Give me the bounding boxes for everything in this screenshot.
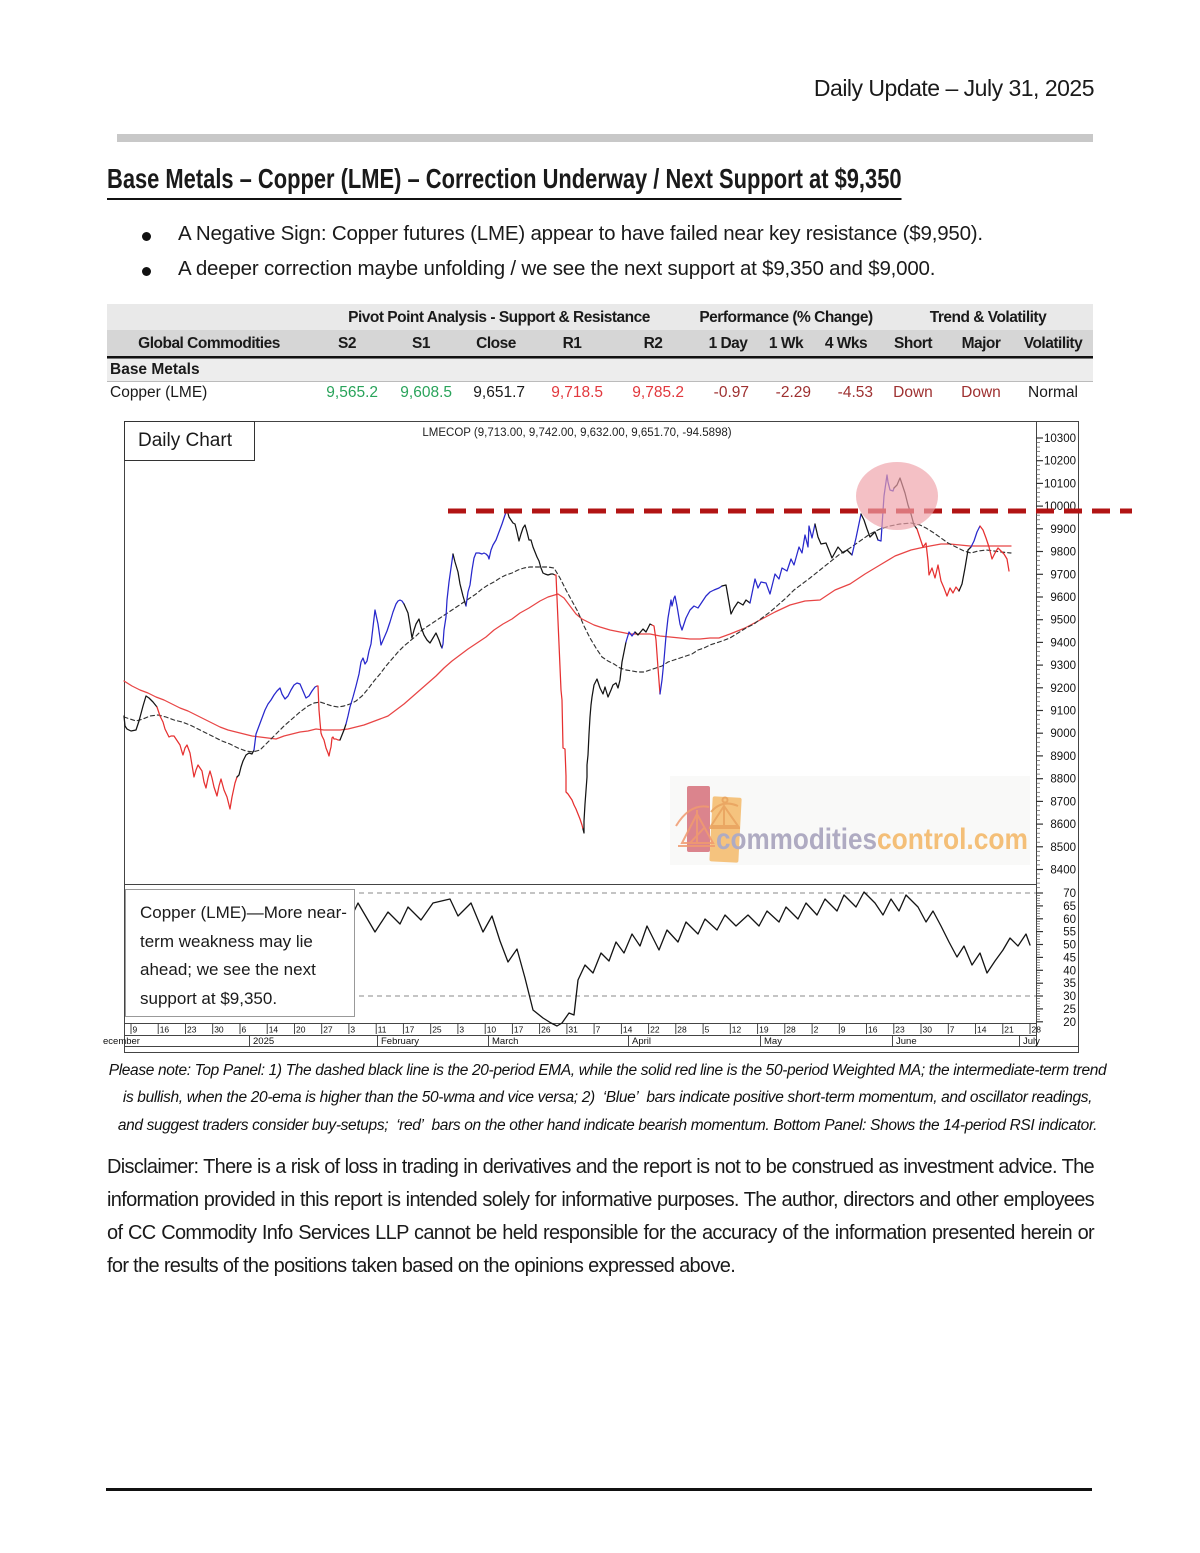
svg-text:22: 22: [650, 1025, 660, 1035]
svg-text:9300: 9300: [1050, 660, 1076, 672]
svg-text:28: 28: [786, 1025, 796, 1035]
svg-text:27: 27: [323, 1025, 333, 1035]
svg-text:ecember: ecember: [103, 1036, 140, 1047]
svg-text:17: 17: [514, 1025, 524, 1035]
svg-text:14: 14: [977, 1025, 987, 1035]
svg-text:3: 3: [350, 1025, 355, 1035]
svg-text:8600: 8600: [1050, 819, 1076, 831]
svg-text:9400: 9400: [1050, 637, 1076, 649]
svg-text:10100: 10100: [1044, 478, 1076, 490]
svg-text:9100: 9100: [1050, 706, 1076, 718]
svg-text:5: 5: [705, 1025, 710, 1035]
svg-text:8500: 8500: [1050, 842, 1076, 854]
svg-text:February: February: [381, 1036, 419, 1047]
svg-text:20: 20: [1063, 1017, 1076, 1029]
svg-text:12: 12: [732, 1025, 742, 1035]
svg-text:commoditiescontrol.com: commoditiescontrol.com: [716, 823, 1028, 856]
svg-text:35: 35: [1063, 978, 1076, 990]
svg-text:28: 28: [1032, 1025, 1042, 1035]
svg-text:9900: 9900: [1050, 524, 1076, 536]
svg-text:28: 28: [677, 1025, 687, 1035]
svg-text:55: 55: [1063, 927, 1076, 939]
svg-text:8800: 8800: [1050, 774, 1076, 786]
svg-text:10000: 10000: [1044, 501, 1076, 513]
svg-text:14: 14: [623, 1025, 633, 1035]
svg-text:March: March: [492, 1036, 518, 1047]
svg-text:21: 21: [1004, 1025, 1014, 1035]
svg-text:8900: 8900: [1050, 751, 1076, 763]
svg-text:June: June: [896, 1036, 917, 1047]
svg-text:9800: 9800: [1050, 547, 1076, 559]
svg-text:50: 50: [1063, 940, 1076, 952]
svg-text:23: 23: [187, 1025, 197, 1035]
svg-text:30: 30: [214, 1025, 224, 1035]
svg-text:30: 30: [923, 1025, 933, 1035]
svg-text:26: 26: [541, 1025, 551, 1035]
svg-text:16: 16: [868, 1025, 878, 1035]
svg-text:2025: 2025: [253, 1036, 274, 1047]
svg-text:9000: 9000: [1050, 728, 1076, 740]
svg-text:7: 7: [596, 1025, 601, 1035]
svg-text:9600: 9600: [1050, 592, 1076, 604]
svg-text:2: 2: [814, 1025, 819, 1035]
svg-text:6: 6: [242, 1025, 247, 1035]
svg-text:11: 11: [378, 1025, 387, 1035]
svg-text:20: 20: [296, 1025, 306, 1035]
svg-text:July: July: [1023, 1036, 1040, 1047]
svg-text:9: 9: [841, 1025, 846, 1035]
svg-text:17: 17: [405, 1025, 415, 1035]
svg-text:9700: 9700: [1050, 569, 1076, 581]
svg-text:9500: 9500: [1050, 615, 1076, 627]
svg-text:9: 9: [133, 1025, 138, 1035]
svg-text:25: 25: [1063, 1004, 1076, 1016]
svg-text:10200: 10200: [1044, 456, 1076, 468]
svg-text:10: 10: [487, 1025, 497, 1035]
svg-text:May: May: [764, 1036, 782, 1047]
svg-text:14: 14: [269, 1025, 279, 1035]
svg-text:LMECOP (9,713.00, 9,742.00, 9,: LMECOP (9,713.00, 9,742.00, 9,632.00, 9,…: [422, 427, 731, 439]
svg-text:40: 40: [1063, 965, 1076, 977]
svg-text:16: 16: [160, 1025, 170, 1035]
svg-text:8700: 8700: [1050, 796, 1076, 808]
svg-text:25: 25: [432, 1025, 442, 1035]
svg-text:3: 3: [459, 1025, 464, 1035]
svg-text:April: April: [632, 1036, 651, 1047]
svg-text:31: 31: [568, 1025, 578, 1035]
svg-text:9200: 9200: [1050, 683, 1076, 695]
svg-text:23: 23: [895, 1025, 905, 1035]
svg-text:60: 60: [1063, 914, 1076, 926]
svg-text:70: 70: [1063, 888, 1076, 900]
svg-text:8400: 8400: [1050, 865, 1076, 877]
svg-text:30: 30: [1063, 991, 1076, 1003]
svg-text:7: 7: [950, 1025, 955, 1035]
svg-text:65: 65: [1063, 901, 1076, 913]
svg-text:45: 45: [1063, 952, 1076, 964]
svg-text:19: 19: [759, 1025, 769, 1035]
svg-text:10300: 10300: [1044, 433, 1076, 445]
